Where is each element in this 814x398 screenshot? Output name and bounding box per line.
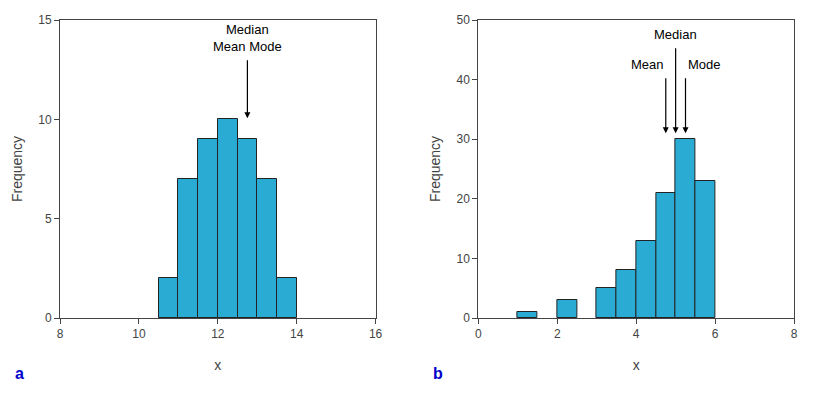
svg-text:6: 6 <box>712 327 719 341</box>
svg-text:50: 50 <box>457 13 471 27</box>
svg-text:40: 40 <box>457 73 471 87</box>
svg-text:20: 20 <box>457 192 471 206</box>
svg-text:8: 8 <box>791 327 798 341</box>
svg-text:Frequency: Frequency <box>9 136 25 202</box>
svg-text:5: 5 <box>45 212 52 226</box>
svg-text:Mode: Mode <box>688 57 721 72</box>
svg-text:b: b <box>433 365 443 382</box>
svg-text:16: 16 <box>369 327 383 341</box>
svg-text:10: 10 <box>38 113 52 127</box>
svg-text:10: 10 <box>457 252 471 266</box>
svg-text:a: a <box>15 365 24 382</box>
svg-text:0: 0 <box>463 311 470 325</box>
svg-text:4: 4 <box>633 327 640 341</box>
svg-text:Mean: Mean <box>631 57 664 72</box>
svg-text:x: x <box>214 357 221 373</box>
svg-text:30: 30 <box>457 132 471 146</box>
svg-text:12: 12 <box>211 327 225 341</box>
svg-text:Median: Median <box>654 27 697 42</box>
svg-text:15: 15 <box>38 13 52 27</box>
svg-text:Frequency: Frequency <box>427 136 443 202</box>
svg-text:0: 0 <box>45 311 52 325</box>
svg-text:MedianMean Mode: MedianMean Mode <box>213 22 282 54</box>
svg-text:x: x <box>633 357 640 373</box>
svg-text:2: 2 <box>554 327 561 341</box>
svg-text:10: 10 <box>132 327 146 341</box>
svg-text:14: 14 <box>290 327 304 341</box>
svg-text:0: 0 <box>475 327 482 341</box>
svg-text:8: 8 <box>57 327 64 341</box>
